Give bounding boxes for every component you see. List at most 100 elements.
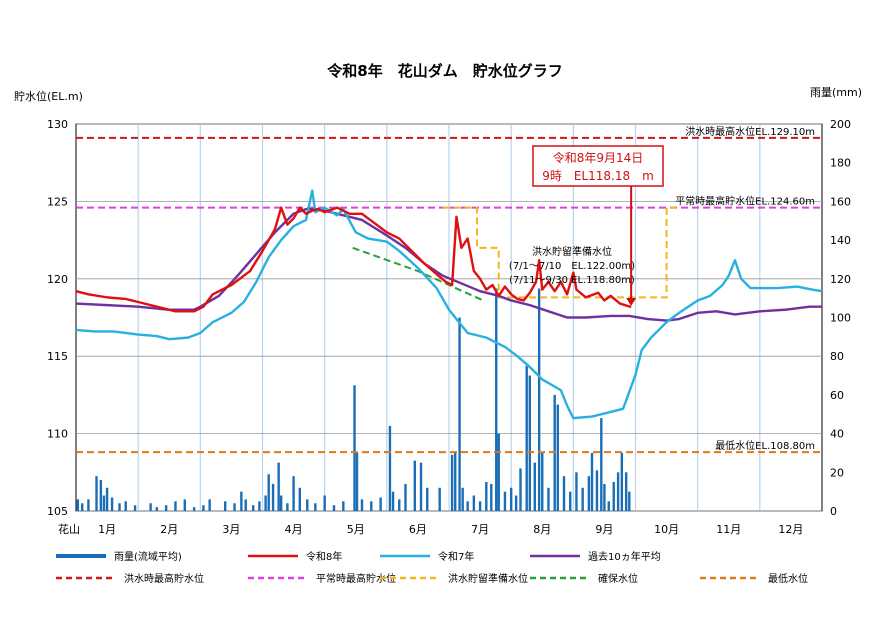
- rainfall-bar: [509, 487, 513, 511]
- rainfall-bar: [118, 503, 121, 511]
- rainfall-bar: [208, 499, 211, 511]
- y-right-tick: 80: [830, 350, 844, 363]
- axis-ticks: 105 110 115 120 125 130 0 20 40 60 80 100 120 140 160 1…: [47, 118, 851, 536]
- rainfall-bar: [360, 499, 364, 511]
- rainfall-bar: [404, 483, 407, 511]
- flood-reserve-note: (7/11～9/30 EL.118.80m): [509, 275, 635, 286]
- rainfall-bar: [277, 462, 280, 511]
- rainfall-bar: [370, 501, 373, 511]
- rainfall-bar: [590, 452, 594, 511]
- grid: [76, 123, 822, 512]
- rainfall-bar: [240, 491, 243, 511]
- rainfall-bar: [562, 476, 566, 511]
- rainfall-bar: [342, 501, 345, 511]
- reference-label: 洪水時最高水位EL.129.10m: [685, 125, 815, 138]
- rainfall-bar: [279, 495, 283, 511]
- callout-arrow-head: [626, 297, 637, 306]
- legend-label: 確保水位: [598, 572, 638, 585]
- rainfall-bar: [607, 501, 610, 511]
- rainfall-bar: [581, 487, 584, 511]
- legend-label: 平常時最高貯水位: [316, 572, 396, 585]
- x-corner-label: 花山: [58, 523, 80, 536]
- rainfall-bar: [102, 495, 106, 511]
- rainfall-bar: [485, 481, 488, 511]
- series-lines: [75, 189, 823, 420]
- rainfall-bar: [388, 425, 392, 511]
- secure-level-line: [352, 246, 484, 302]
- rainfall-bar: [603, 483, 606, 511]
- month-tick: 12月: [778, 523, 803, 536]
- rainfall-bar: [466, 501, 469, 511]
- rainfall-bar: [95, 476, 98, 511]
- y-right-tick: 140: [830, 234, 851, 247]
- rainfall-bar: [419, 462, 423, 511]
- flood-reserve-note: 洪水貯留準備水位: [532, 245, 612, 258]
- y-left-tick: 105: [47, 505, 68, 518]
- rainfall-bar: [267, 474, 270, 511]
- rainfall-bar: [454, 452, 457, 511]
- rainfall-bar: [355, 452, 359, 511]
- rainfall-bar: [286, 503, 289, 511]
- annotations: 洪水時最高水位EL.129.10m 平常時最高貯水位EL.124.60m 最低水位E…: [509, 125, 815, 452]
- rainfall-bar: [192, 507, 196, 511]
- series-line: [75, 207, 822, 322]
- month-tick: 11月: [716, 523, 741, 536]
- month-tick: 2月: [160, 523, 178, 536]
- callout-date: 令和8年9月14日: [553, 150, 644, 165]
- chart-title: 令和8年 花山ダム 貯水位グラフ: [327, 62, 562, 80]
- y-left-label: 貯水位(EL.m): [14, 89, 83, 103]
- y-left-tick: 110: [47, 428, 68, 441]
- rainfall-bar: [110, 497, 114, 511]
- rainfall-bar: [503, 491, 507, 511]
- rainfall-bar: [519, 468, 522, 511]
- y-right-tick: 100: [830, 312, 851, 325]
- month-tick: 7月: [471, 523, 489, 536]
- rainfall-bar: [624, 472, 628, 511]
- rainfall-bar: [525, 365, 528, 511]
- rainfall-bar: [461, 487, 464, 511]
- rainfall-bar: [379, 497, 382, 511]
- rainfall-bar: [478, 501, 482, 511]
- rainfall-bar: [224, 501, 227, 511]
- rainfall-bar: [537, 288, 541, 511]
- rainfall-bar: [353, 385, 356, 511]
- y-left-tick: 130: [47, 118, 68, 131]
- series-line: [75, 189, 823, 420]
- legend-label: 過去10ヵ年平均: [588, 550, 661, 563]
- callout-level: 9時 EL118.18 m: [542, 169, 654, 183]
- rainfall-bar: [528, 375, 532, 511]
- reference-lines: [76, 136, 822, 454]
- rainfall-bar: [202, 505, 205, 511]
- rainfall-bar: [306, 499, 309, 511]
- legend-label: 最低水位: [768, 572, 808, 585]
- rainfall-bar: [314, 503, 317, 511]
- rainfall-bar: [438, 487, 441, 511]
- rainfall-bar: [174, 501, 177, 511]
- rainfall-bar: [628, 491, 631, 511]
- rainfall-bar: [99, 480, 103, 511]
- rainfall-bar: [620, 452, 624, 511]
- rainfall-bar: [164, 505, 168, 511]
- flood-reserve-line: [442, 206, 676, 299]
- y-left-tick: 120: [47, 273, 68, 286]
- rainfall-bar: [541, 452, 544, 511]
- reference-label: 平常時最高貯水位EL.124.60m: [675, 195, 815, 208]
- rainfall-bar: [391, 491, 395, 511]
- rainfall-bar: [76, 499, 80, 511]
- rainfall-bar: [292, 476, 295, 511]
- rainfall-bar: [124, 501, 127, 511]
- month-tick: 9月: [595, 523, 613, 536]
- rainfall-bar: [426, 487, 429, 511]
- rainfall-bar: [244, 499, 247, 511]
- rainfall-bar: [612, 481, 615, 511]
- month-tick: 5月: [347, 523, 365, 536]
- rainfall-bar: [595, 470, 599, 511]
- rainfall-bar: [575, 472, 578, 511]
- rainfall-bar: [458, 317, 461, 511]
- callout-box: [532, 145, 664, 187]
- rainfall-bar: [258, 501, 261, 511]
- rainfall-bar: [413, 460, 417, 511]
- rainfall-bar: [87, 499, 90, 511]
- rainfall-bar: [264, 495, 267, 511]
- rainfall-bar: [398, 499, 401, 511]
